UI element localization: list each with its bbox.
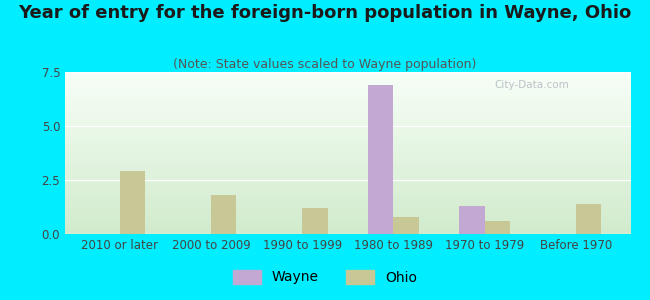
Text: City-Data.com: City-Data.com xyxy=(495,80,569,90)
Text: Year of entry for the foreign-born population in Wayne, Ohio: Year of entry for the foreign-born popul… xyxy=(18,4,632,22)
Bar xyxy=(211,195,237,234)
Text: (Note: State values scaled to Wayne population): (Note: State values scaled to Wayne popu… xyxy=(174,58,476,71)
Bar xyxy=(120,171,145,234)
Bar xyxy=(302,208,328,234)
Bar xyxy=(459,206,484,234)
Bar xyxy=(484,221,510,234)
Bar xyxy=(368,85,393,234)
Legend: Wayne, Ohio: Wayne, Ohio xyxy=(227,264,423,290)
Bar xyxy=(576,204,601,234)
Bar xyxy=(393,217,419,234)
